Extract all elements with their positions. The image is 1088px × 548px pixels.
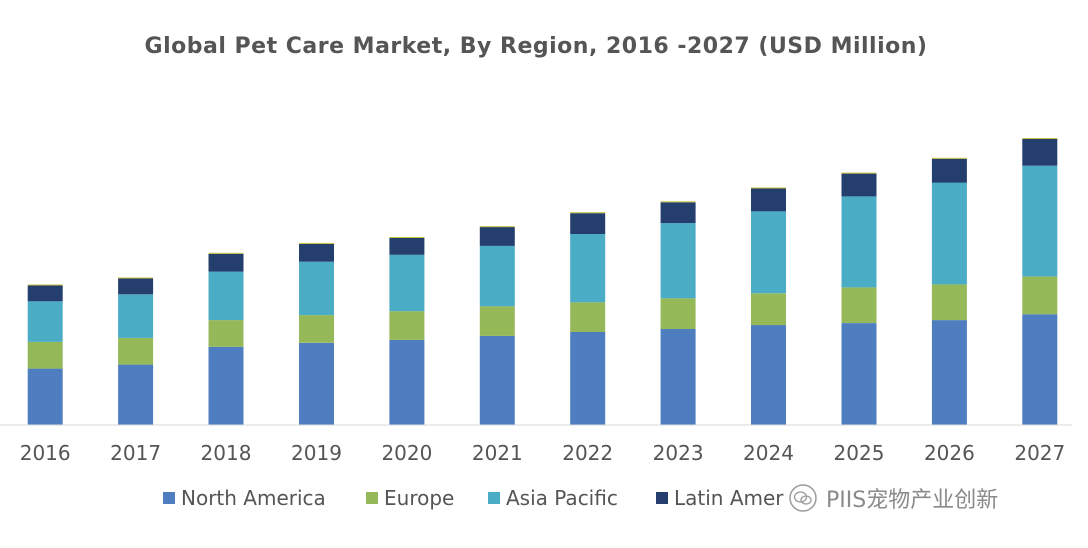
bar-latin-america-2023 — [660, 202, 696, 224]
bar-europe-2022 — [570, 302, 606, 332]
bar-other-2017 — [118, 277, 154, 279]
x-tick-label-2022: 2022 — [562, 441, 613, 465]
bar-europe-2025 — [841, 287, 877, 323]
bar-latin-america-2019 — [299, 243, 334, 262]
bar-europe-2021 — [479, 306, 515, 336]
x-tick-labels: 2016 2017 2018 2019 2020 2021 2022 2023 2024 2025… — [20, 441, 1066, 465]
legend-swatch — [488, 492, 500, 504]
bar-latin-america-2017 — [118, 278, 154, 295]
bar-other-2020 — [389, 237, 425, 238]
bar-north-america-2017 — [118, 364, 154, 425]
legend-swatch — [163, 492, 175, 504]
x-tick-label-2020: 2020 — [381, 441, 432, 465]
bar-north-america-2026 — [931, 320, 967, 425]
x-tick-label-2018: 2018 — [201, 441, 252, 465]
bars-group — [27, 138, 1058, 425]
bar-north-america-2023 — [660, 329, 696, 425]
watermark-text: PIIS宠物产业创新 — [826, 488, 999, 513]
bar-other-2021 — [479, 226, 515, 228]
bar-other-2025 — [841, 172, 877, 174]
bar-latin-america-2022 — [570, 213, 606, 234]
legend-item-europe: Europe — [366, 486, 454, 510]
bar-latin-america-2024 — [751, 188, 786, 212]
bar-asia-pacific-2021 — [479, 245, 515, 307]
bar-asia-pacific-2019 — [299, 261, 334, 316]
legend-label: Europe — [384, 486, 455, 510]
bar-asia-pacific-2025 — [841, 196, 877, 288]
bar-other-2018 — [208, 252, 244, 254]
bar-other-2019 — [299, 242, 334, 244]
bar-latin-america-2018 — [208, 253, 244, 272]
legend-label: North America — [181, 486, 326, 510]
bar-other-2024 — [751, 187, 786, 189]
x-tick-label-2017: 2017 — [110, 441, 161, 465]
legend-item-latin-amer: Latin Amer — [656, 486, 784, 510]
bar-latin-america-2021 — [479, 227, 515, 246]
bar-asia-pacific-2016 — [27, 301, 63, 342]
x-tick-label-2024: 2024 — [743, 441, 794, 465]
legend-item-north-america: North America — [163, 486, 326, 510]
bar-other-2026 — [931, 157, 967, 159]
x-tick-label-2023: 2023 — [653, 441, 704, 465]
bar-asia-pacific-2023 — [660, 223, 696, 299]
bar-other-2023 — [660, 201, 696, 203]
bar-europe-2017 — [118, 337, 154, 365]
x-tick-label-2026: 2026 — [924, 441, 975, 465]
bar-latin-america-2016 — [27, 285, 63, 302]
bar-north-america-2019 — [299, 342, 334, 425]
bar-europe-2026 — [931, 284, 967, 321]
bar-asia-pacific-2024 — [751, 211, 786, 294]
bar-other-2016 — [27, 284, 63, 286]
legend: North America Europe Asia Pacific Latin Ame… — [0, 486, 1088, 516]
bar-europe-2027 — [1022, 276, 1058, 315]
bar-north-america-2018 — [208, 346, 244, 425]
bar-asia-pacific-2018 — [208, 271, 244, 321]
bar-europe-2024 — [751, 293, 786, 326]
bar-europe-2020 — [389, 311, 425, 340]
bar-north-america-2022 — [570, 332, 606, 425]
x-tick-label-2027: 2027 — [1014, 441, 1065, 465]
bar-latin-america-2025 — [841, 173, 877, 197]
legend-item-asia-pacific: Asia Pacific — [488, 486, 618, 510]
bar-other-2027 — [1022, 138, 1058, 139]
bar-asia-pacific-2022 — [570, 234, 606, 303]
chart-title: Global Pet Care Market, By Region, 2016 … — [144, 34, 928, 59]
legend-swatch — [366, 492, 378, 504]
bar-north-america-2016 — [27, 368, 63, 425]
bar-north-america-2024 — [751, 325, 786, 425]
stacked-bar-chart: 2016 2017 2018 2019 2020 2021 2022 2023 2024 2025… — [0, 138, 1072, 465]
x-tick-label-2021: 2021 — [472, 441, 523, 465]
bar-north-america-2025 — [841, 323, 877, 425]
bar-asia-pacific-2027 — [1022, 165, 1058, 277]
bar-europe-2023 — [660, 298, 696, 329]
x-tick-label-2016: 2016 — [20, 441, 71, 465]
bar-europe-2018 — [208, 320, 244, 347]
bar-europe-2019 — [299, 315, 334, 343]
bar-asia-pacific-2020 — [389, 254, 425, 312]
bar-asia-pacific-2026 — [931, 182, 967, 285]
legend-label: Asia Pacific — [506, 486, 618, 510]
bar-north-america-2027 — [1022, 314, 1058, 425]
x-tick-label-2019: 2019 — [291, 441, 342, 465]
bar-latin-america-2027 — [1022, 139, 1058, 166]
bar-other-2022 — [570, 212, 606, 214]
legend-swatch — [656, 492, 668, 504]
bar-north-america-2021 — [479, 335, 515, 425]
bar-europe-2016 — [27, 341, 63, 369]
x-tick-label-2025: 2025 — [834, 441, 885, 465]
watermark: PIIS宠物产业创新 — [784, 480, 1005, 516]
legend-label: Latin Amer — [674, 486, 784, 510]
bar-north-america-2020 — [389, 339, 425, 425]
bar-asia-pacific-2017 — [118, 294, 154, 338]
bar-latin-america-2020 — [389, 238, 425, 255]
bar-latin-america-2026 — [931, 158, 967, 183]
wechat-icon — [789, 484, 817, 512]
